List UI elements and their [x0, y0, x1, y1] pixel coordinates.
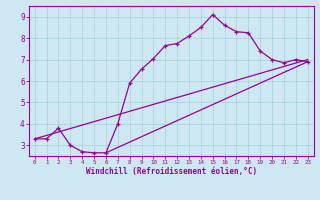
- X-axis label: Windchill (Refroidissement éolien,°C): Windchill (Refroidissement éolien,°C): [86, 167, 257, 176]
